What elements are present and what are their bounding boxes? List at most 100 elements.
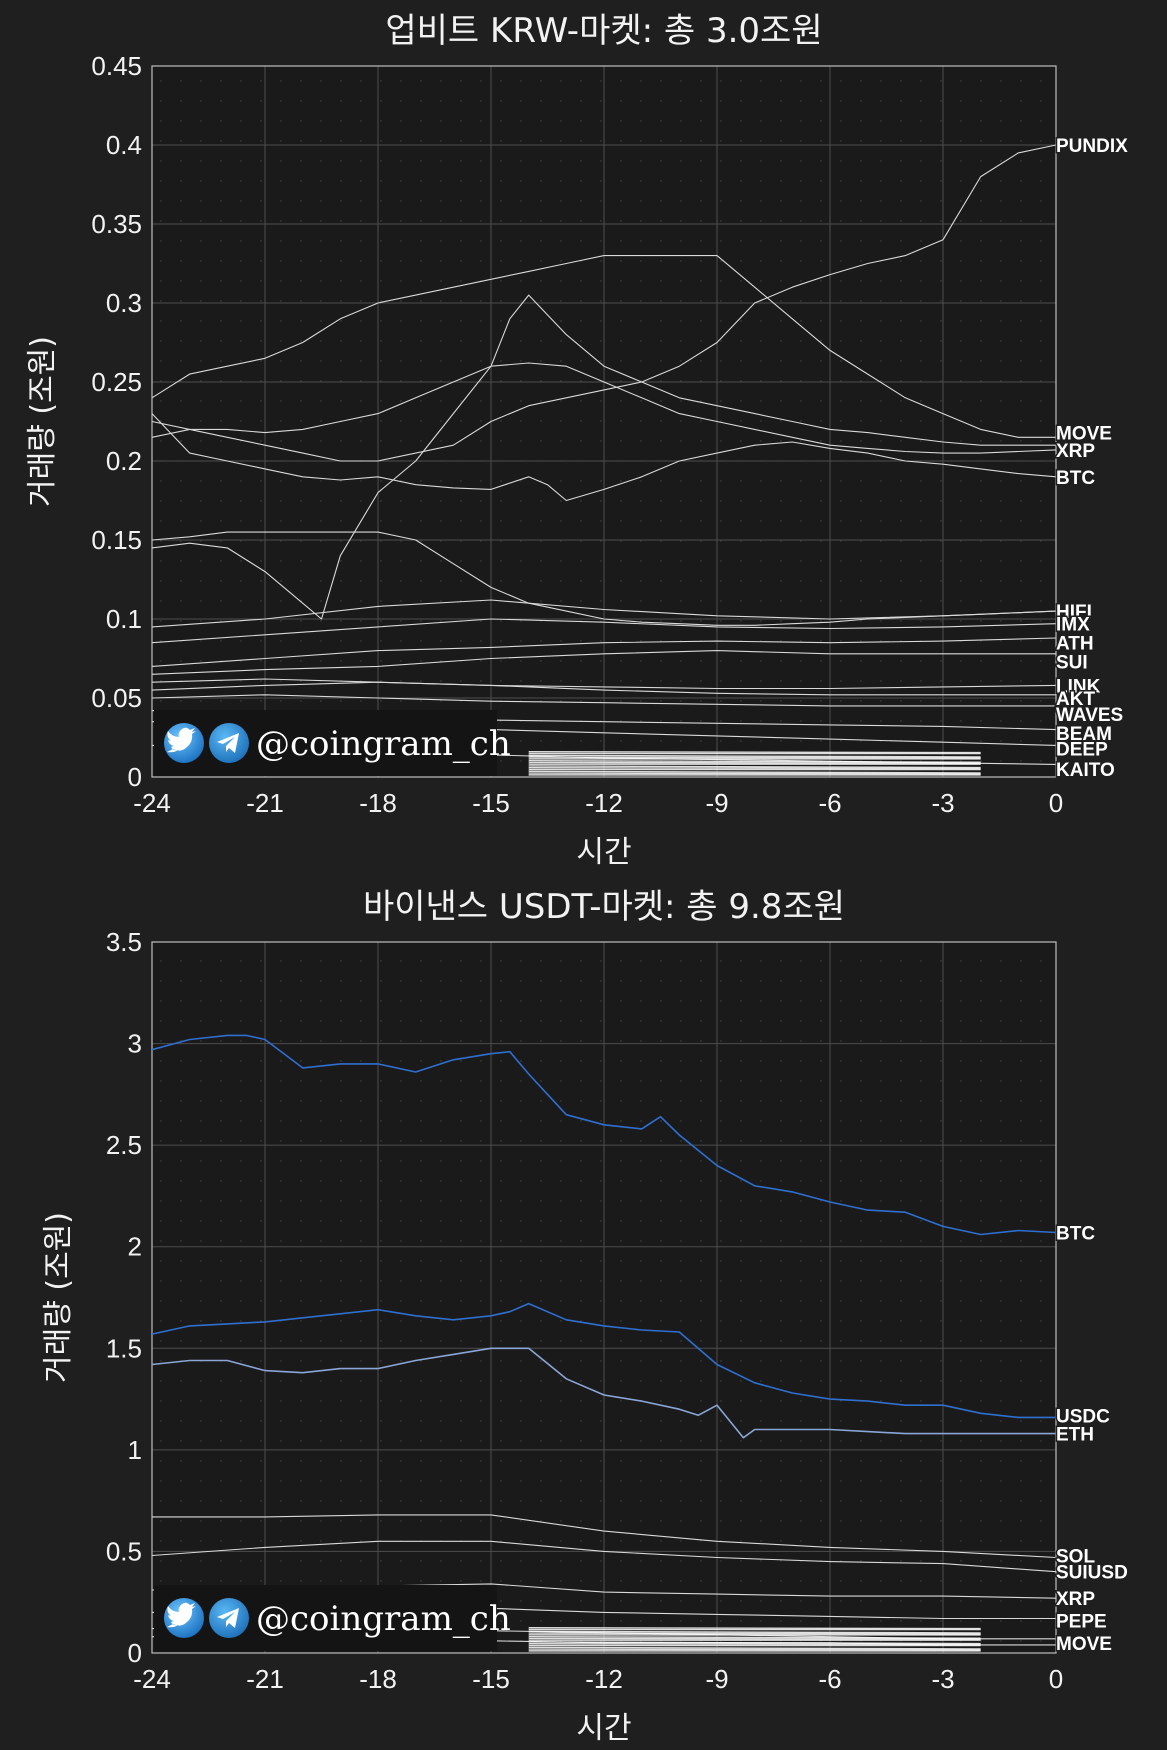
y-tick-label: 3.5 — [106, 927, 142, 957]
series-line-low-volume — [528, 772, 981, 775]
watermark-handle: @coingram_ch — [256, 724, 511, 764]
end-label: ATH — [1056, 634, 1094, 655]
end-label: BTC — [1056, 468, 1095, 489]
series-line-low-volume — [528, 761, 981, 764]
end-label: IMX — [1056, 615, 1090, 636]
x-tick-label: 0 — [1049, 1664, 1063, 1694]
series-line-low-volume — [528, 1637, 981, 1640]
x-tick-label: -9 — [705, 788, 728, 818]
x-tick-label: -6 — [818, 1664, 841, 1694]
series-line-link — [151, 678, 1057, 690]
y-axis-label: 거래량 (조원) — [25, 336, 60, 507]
x-tick-label: -18 — [359, 1664, 397, 1694]
x-axis-label: 시간 — [576, 835, 631, 870]
x-tick-label: -18 — [359, 788, 397, 818]
watermark-badge: @coingram_ch — [154, 1585, 511, 1651]
twitter-icon — [164, 723, 204, 763]
y-tick-label: 0 — [128, 1638, 142, 1668]
x-tick-label: -21 — [246, 788, 284, 818]
x-tick-label: -21 — [246, 1664, 284, 1694]
series-line-sand — [151, 294, 1056, 620]
x-tick-label: -24 — [133, 788, 171, 818]
x-tick-label: 0 — [1049, 788, 1063, 818]
chart-title: 바이낸스 USDT-마켓: 총 9.8조원 — [363, 887, 845, 927]
series-line-btc — [151, 1034, 1057, 1236]
y-tick-label: 0.25 — [91, 367, 142, 397]
end-label: SOL — [1056, 1546, 1095, 1567]
series-line-low-volume — [528, 1632, 981, 1635]
end-label: BEAM — [1056, 724, 1112, 745]
series-line-low-volume — [528, 1643, 981, 1646]
series-line-xrp — [151, 362, 1057, 454]
y-tick-label: 0.45 — [91, 51, 142, 81]
end-label: BTC — [1056, 1223, 1095, 1244]
end-label: WAVES — [1056, 705, 1123, 726]
end-label: XRP — [1056, 441, 1095, 462]
y-tick-label: 0.15 — [91, 525, 142, 555]
y-axis-label: 거래량 (조원) — [41, 1212, 76, 1383]
chart-panel-1: 0 0.05 0.1 0.15 0.2 0.25 0.3 0.35 0.4 0.45 -24 -21 -… — [25, 11, 1130, 870]
end-label: SUI — [1056, 653, 1088, 674]
series-line-imx — [151, 618, 1057, 644]
twitter-icon — [164, 1598, 204, 1638]
series-line-ath — [151, 637, 1057, 667]
end-label: SUIUSD — [1056, 1563, 1128, 1584]
series-line-sol — [152, 1514, 1057, 1559]
series-line-pundix — [151, 144, 1057, 462]
telegram-icon — [209, 723, 249, 763]
end-label: DEEP — [1056, 740, 1108, 761]
end-label: AKT — [1056, 689, 1095, 710]
y-tick-label: 3 — [128, 1029, 142, 1059]
end-label: HIFI — [1056, 602, 1092, 623]
chart-panel-2: 0 0.5 1 1.5 2 2.5 3 3.5 -24 -21 -18 -15 -12 -9 -6 -3 0 BT… — [41, 887, 1129, 1746]
end-label: XRP — [1056, 1589, 1095, 1610]
watermark-handle: @coingram_ch — [256, 1599, 511, 1639]
series-line-low-volume — [528, 1630, 981, 1634]
series-line-waves — [151, 694, 1056, 707]
end-label: MOVE — [1056, 424, 1112, 445]
end-label: MOVE — [1056, 1634, 1112, 1655]
end-label: LINK — [1056, 676, 1101, 697]
series-line-usdc — [151, 1302, 1056, 1419]
end-label: ETH — [1056, 1425, 1094, 1446]
x-tick-label: -6 — [818, 788, 841, 818]
y-tick-label: 0.3 — [106, 288, 142, 318]
x-tick-label: -24 — [133, 1664, 171, 1694]
end-label: USDC — [1056, 1406, 1110, 1427]
series-line-low-volume — [528, 1635, 981, 1639]
end-label: KAITO — [1056, 760, 1115, 781]
y-tick-label: 1.5 — [106, 1333, 142, 1363]
series-line-move — [151, 255, 1056, 438]
series-line-sui — [151, 1540, 1057, 1573]
series-line-akt — [151, 681, 1056, 696]
series-line-low-volume — [528, 751, 981, 754]
plot-frame — [151, 941, 1057, 1654]
series-line-sui — [151, 650, 1056, 675]
x-tick-label: -3 — [931, 1664, 954, 1694]
y-tick-label: 0.35 — [91, 209, 142, 239]
y-tick-label: 0.4 — [106, 130, 142, 160]
series-line-low-volume — [528, 1646, 981, 1650]
series-line-btc — [151, 413, 1057, 502]
series-line-low-volume — [528, 759, 981, 763]
y-tick-label: 0.5 — [106, 1536, 142, 1566]
x-tick-label: -15 — [472, 1664, 510, 1694]
end-label: PEPE — [1056, 1611, 1107, 1632]
chart-title: 업비트 KRW-마켓: 총 3.0조원 — [385, 11, 822, 51]
y-tick-label: 1 — [128, 1435, 142, 1465]
series-line-low-volume — [528, 770, 981, 774]
x-tick-label: -15 — [472, 788, 510, 818]
y-tick-label: 0.2 — [106, 446, 142, 476]
series-line-low-volume — [528, 1648, 981, 1651]
series-line-low-volume — [528, 754, 981, 758]
series-line-low-volume — [528, 1641, 981, 1645]
y-tick-label: 2 — [128, 1232, 142, 1262]
y-tick-label: 0.1 — [106, 604, 142, 634]
end-label: PUNDIX — [1056, 136, 1128, 157]
y-tick-label: 2.5 — [106, 1130, 142, 1160]
telegram-icon — [209, 1598, 249, 1638]
y-tick-label: 0 — [128, 762, 142, 792]
series-line-eth — [151, 1347, 1056, 1439]
x-tick-label: -3 — [931, 788, 954, 818]
series-line-hifi — [151, 599, 1057, 628]
